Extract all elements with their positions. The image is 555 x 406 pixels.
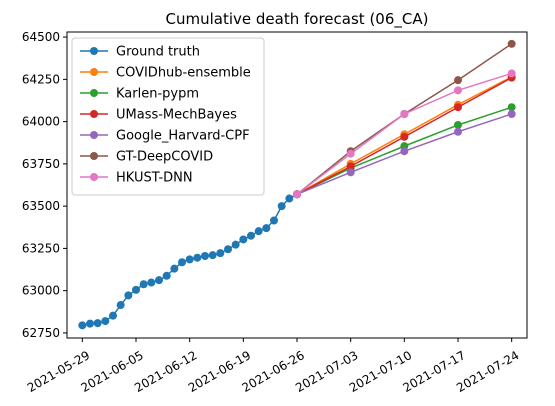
data-point xyxy=(254,227,263,236)
y-tick-label: 63000 xyxy=(22,284,60,298)
legend-marker xyxy=(90,110,98,118)
legend-marker xyxy=(90,47,98,55)
data-point xyxy=(454,127,462,136)
legend-label: Ground truth xyxy=(116,45,200,60)
series-5 xyxy=(293,39,516,199)
data-point xyxy=(109,311,117,320)
data-point xyxy=(454,86,462,95)
data-point xyxy=(224,245,232,254)
y-tick-label: 64000 xyxy=(22,115,60,129)
x-axis: 2021-05-292021-06-052021-06-122021-06-19… xyxy=(25,338,522,395)
data-point xyxy=(277,202,286,211)
data-point xyxy=(400,147,409,156)
plot-area xyxy=(66,31,528,339)
legend-item: Ground truth xyxy=(80,45,200,60)
series-6 xyxy=(293,69,516,199)
data-point xyxy=(139,280,148,289)
legend-box xyxy=(71,37,265,196)
y-tick-label: 63500 xyxy=(22,199,60,213)
y-tick-label: 64500 xyxy=(22,30,60,44)
data-point xyxy=(216,249,225,258)
legend-label: Google_Harvard-CPF xyxy=(116,129,250,144)
data-point xyxy=(93,319,102,328)
data-point xyxy=(178,258,186,267)
data-point xyxy=(86,319,94,328)
data-point xyxy=(507,69,516,78)
data-point xyxy=(185,255,194,264)
data-point xyxy=(116,301,125,310)
data-point xyxy=(454,120,462,129)
legend-marker xyxy=(90,89,98,97)
data-point xyxy=(162,271,171,280)
legend-marker xyxy=(90,131,98,139)
legend-label: UMass-MechBayes xyxy=(116,108,237,123)
legend-item: Google_Harvard-CPF xyxy=(80,129,250,144)
data-point xyxy=(193,253,202,262)
legend: Ground truth COVIDhub-ensemble Karlen-pypm… xyxy=(71,37,265,196)
data-point xyxy=(147,278,156,287)
legend-item: HKUST-DNN xyxy=(80,171,193,186)
legend-marker xyxy=(90,68,98,76)
legend-marker xyxy=(90,173,98,181)
series-0 xyxy=(78,190,301,330)
data-point xyxy=(507,39,516,48)
legend-label: Karlen-pypm xyxy=(116,87,199,102)
data-point xyxy=(346,162,355,171)
data-point xyxy=(400,109,409,118)
legend-label: HKUST-DNN xyxy=(116,171,193,186)
data-point xyxy=(155,276,163,285)
data-point xyxy=(239,235,248,244)
data-point xyxy=(454,76,462,85)
data-point xyxy=(78,321,87,330)
data-point xyxy=(170,264,179,273)
series-4 xyxy=(293,109,516,199)
legend-item: COVIDhub-ensemble xyxy=(80,66,251,81)
chart-title: Cumulative death forecast (06_CA) xyxy=(166,10,429,29)
legend-label: GT-DeepCOVID xyxy=(116,150,213,165)
data-point xyxy=(270,216,278,225)
data-point xyxy=(247,231,255,240)
data-point xyxy=(231,240,240,249)
data-point xyxy=(201,252,209,261)
data-point xyxy=(346,149,355,158)
legend-label: COVIDhub-ensemble xyxy=(116,66,251,81)
data-point xyxy=(285,194,294,203)
data-point xyxy=(124,291,133,300)
data-point xyxy=(346,168,355,177)
data-point xyxy=(132,285,140,294)
data-point xyxy=(293,190,301,199)
data-point xyxy=(262,224,271,233)
y-tick-label: 63250 xyxy=(22,241,60,255)
y-tick-label: 62750 xyxy=(22,326,60,340)
data-point xyxy=(507,109,516,118)
y-tick-label: 64250 xyxy=(22,72,60,86)
y-axis: 62750 63000 63250 63500 63750 64000 64250 64500 xyxy=(22,30,67,340)
data-point xyxy=(208,251,217,260)
legend-marker xyxy=(90,152,98,160)
legend-item: GT-DeepCOVID xyxy=(80,150,213,165)
legend-item: Karlen-pypm xyxy=(80,87,199,102)
data-point xyxy=(454,103,462,112)
data-point xyxy=(101,317,110,326)
data-point xyxy=(507,103,516,112)
y-tick-label: 63750 xyxy=(22,157,60,171)
legend-item: UMass-MechBayes xyxy=(80,108,237,123)
data-point xyxy=(400,132,409,141)
series-line xyxy=(296,43,513,195)
